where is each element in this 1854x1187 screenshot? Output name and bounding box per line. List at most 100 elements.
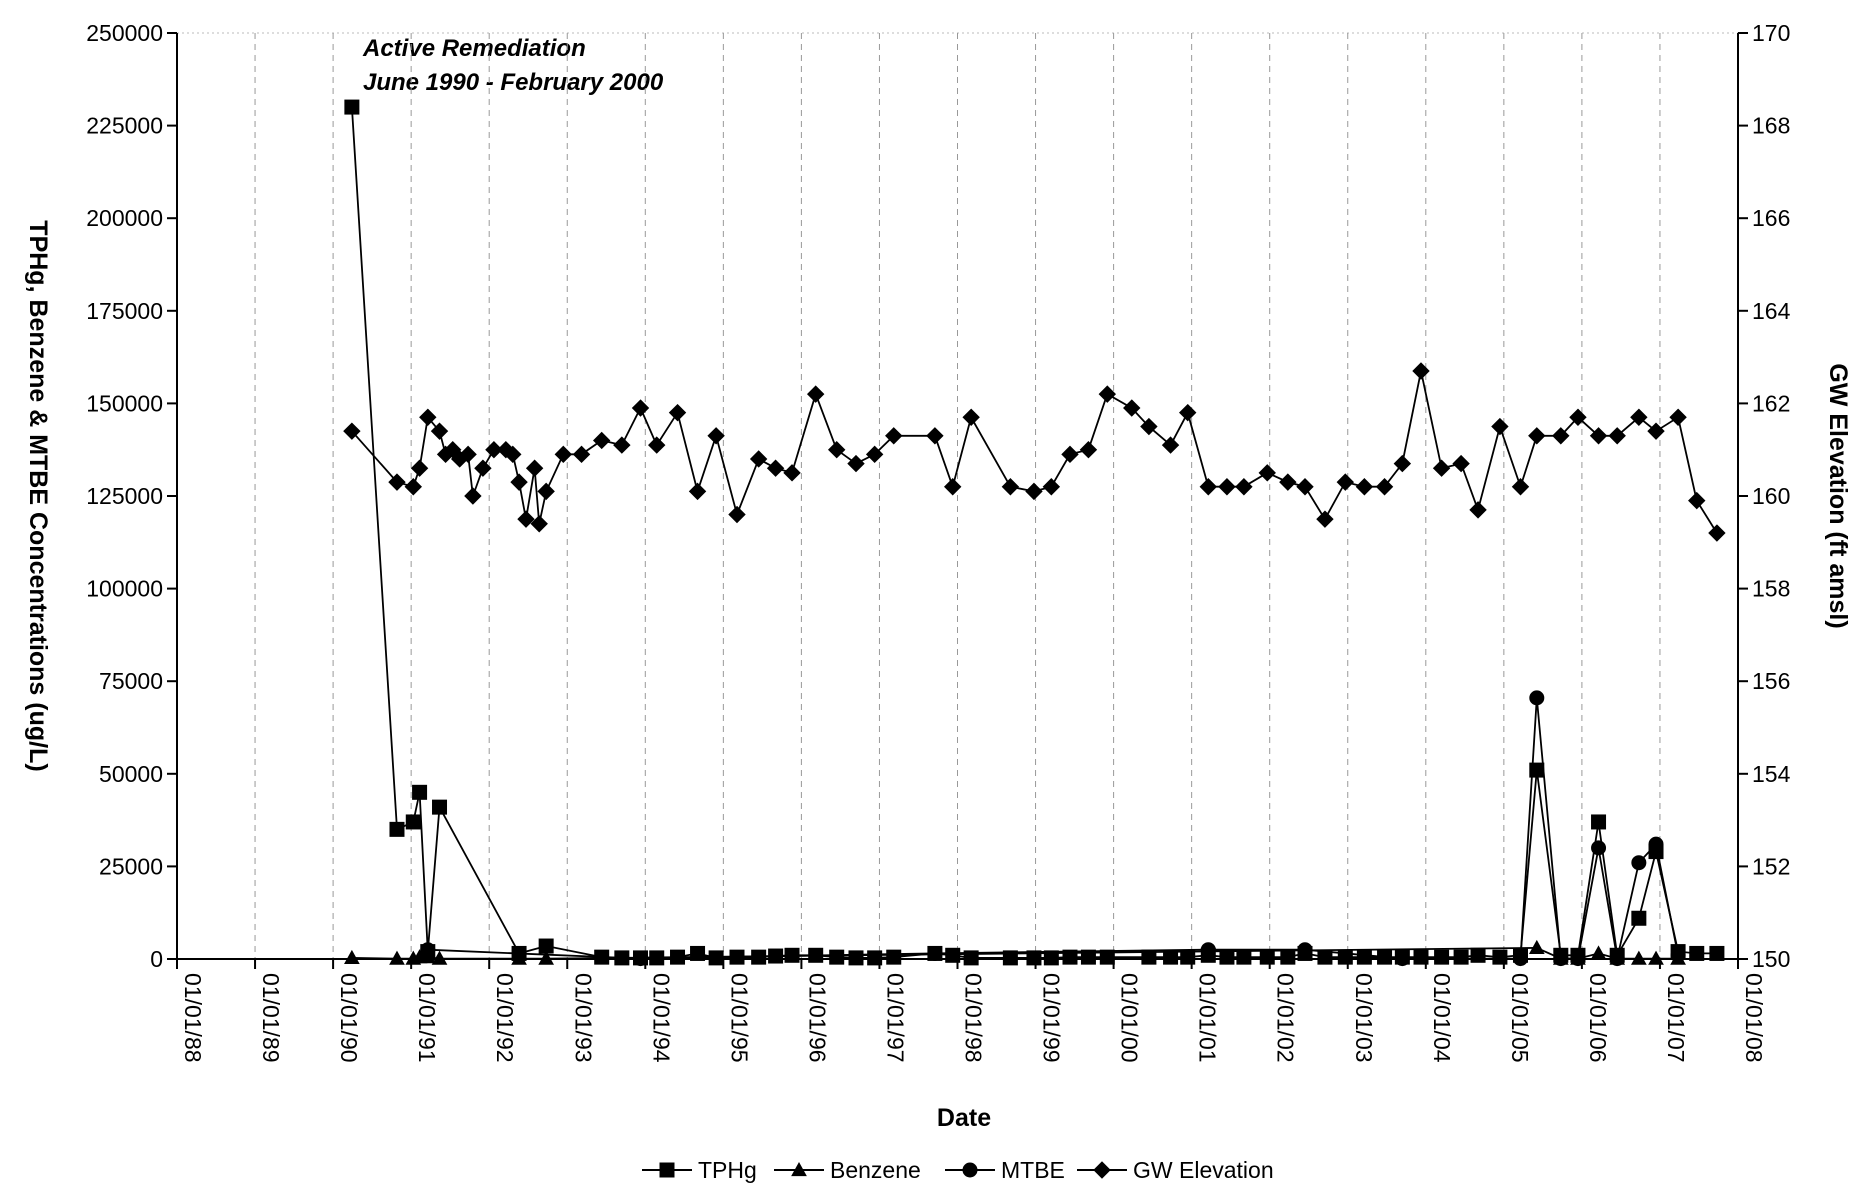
data-point xyxy=(389,950,405,965)
data-point xyxy=(525,459,544,477)
x-axis-title: Date xyxy=(937,1104,991,1132)
y2-tick-label: 168 xyxy=(1752,113,1790,139)
legend-label: MTBE xyxy=(1001,1157,1065,1183)
data-point xyxy=(1296,478,1314,496)
data-point xyxy=(1236,949,1252,965)
data-point xyxy=(1099,949,1115,965)
data-point xyxy=(1670,947,1686,963)
data-point xyxy=(1631,855,1647,871)
data-point xyxy=(538,950,555,965)
data-point xyxy=(343,422,361,440)
data-point xyxy=(517,510,535,528)
data-point xyxy=(783,464,801,482)
data-point xyxy=(1528,427,1546,445)
data-point xyxy=(420,942,436,958)
y-tick-label: 50000 xyxy=(99,761,163,787)
data-point xyxy=(806,385,825,403)
y2-tick-label: 152 xyxy=(1752,853,1790,879)
data-point xyxy=(1394,951,1410,967)
legend-label: Benzene xyxy=(830,1157,921,1183)
data-point xyxy=(1511,478,1530,496)
y-tick-label: 175000 xyxy=(86,298,163,324)
data-point xyxy=(688,482,707,501)
data-point xyxy=(867,950,883,966)
data-point xyxy=(1631,910,1647,926)
series-line xyxy=(351,370,1718,534)
x-tick-label: 01/01/04 xyxy=(1429,973,1455,1063)
y-tick-label: 100000 xyxy=(86,576,163,602)
data-point xyxy=(648,436,666,454)
x-tick-label: 01/01/91 xyxy=(414,973,440,1063)
data-point xyxy=(1648,950,1664,965)
data-point xyxy=(430,422,449,440)
x-tick-label: 01/01/98 xyxy=(961,973,987,1063)
data-point xyxy=(419,408,437,426)
data-point xyxy=(829,949,845,965)
x-tick-label: 01/01/96 xyxy=(804,973,830,1063)
data-point xyxy=(885,427,903,445)
data-point xyxy=(1140,417,1158,436)
y2-tick-label: 170 xyxy=(1752,20,1790,46)
data-point xyxy=(631,399,650,417)
data-point xyxy=(1355,478,1374,496)
data-point xyxy=(1709,945,1725,961)
data-point xyxy=(388,473,406,491)
y2-tick-label: 160 xyxy=(1752,483,1790,509)
x-tick-label: 01/01/07 xyxy=(1663,973,1689,1063)
x-tick-label: 01/01/94 xyxy=(648,973,674,1063)
data-point xyxy=(1528,939,1545,954)
x-tick-label: 01/01/05 xyxy=(1507,973,1533,1063)
data-point xyxy=(848,950,864,966)
y-tick-label: 125000 xyxy=(86,483,163,509)
data-point xyxy=(1199,478,1218,496)
data-point xyxy=(1553,951,1569,967)
data-point xyxy=(405,814,421,830)
data-point xyxy=(344,99,360,115)
data-point xyxy=(1179,403,1197,422)
y2-tick-label: 158 xyxy=(1752,576,1790,602)
data-point xyxy=(530,515,548,533)
data-point xyxy=(1218,478,1236,496)
y-tick-label: 250000 xyxy=(86,20,163,46)
data-point xyxy=(474,459,492,477)
legend-marker xyxy=(962,1162,978,1178)
y2-tick-label: 156 xyxy=(1752,668,1790,694)
data-point xyxy=(592,431,611,450)
data-point xyxy=(865,445,884,464)
data-point xyxy=(1631,950,1647,965)
annotation: Active Remediation xyxy=(362,35,586,62)
data-point xyxy=(613,436,631,454)
y-tick-label: 225000 xyxy=(86,113,163,139)
data-point xyxy=(1591,840,1607,856)
data-point xyxy=(1689,945,1705,961)
data-point xyxy=(1393,454,1412,473)
data-point xyxy=(1123,399,1141,417)
data-point xyxy=(1297,942,1313,958)
data-point xyxy=(1688,491,1706,510)
data-point xyxy=(1001,478,1020,496)
data-point xyxy=(886,949,902,965)
data-point xyxy=(749,450,768,468)
data-point xyxy=(1591,814,1607,830)
data-point xyxy=(1280,949,1296,965)
data-point xyxy=(1356,949,1372,965)
data-point xyxy=(554,445,573,464)
data-point xyxy=(1025,482,1043,501)
data-point xyxy=(1608,427,1626,445)
data-point xyxy=(1589,427,1608,445)
data-point xyxy=(1492,949,1508,965)
data-point xyxy=(389,821,405,837)
data-point xyxy=(1512,951,1528,967)
data-point xyxy=(1413,949,1429,965)
y-tick-label: 25000 xyxy=(99,853,163,879)
data-point xyxy=(1648,836,1664,852)
data-point xyxy=(668,403,687,422)
y2-tick-label: 166 xyxy=(1752,205,1790,231)
data-point xyxy=(1529,690,1545,706)
data-point xyxy=(633,951,649,967)
data-point xyxy=(1590,945,1607,960)
data-point xyxy=(537,482,555,501)
data-point xyxy=(485,440,503,459)
x-tick-label: 01/01/01 xyxy=(1195,973,1221,1063)
